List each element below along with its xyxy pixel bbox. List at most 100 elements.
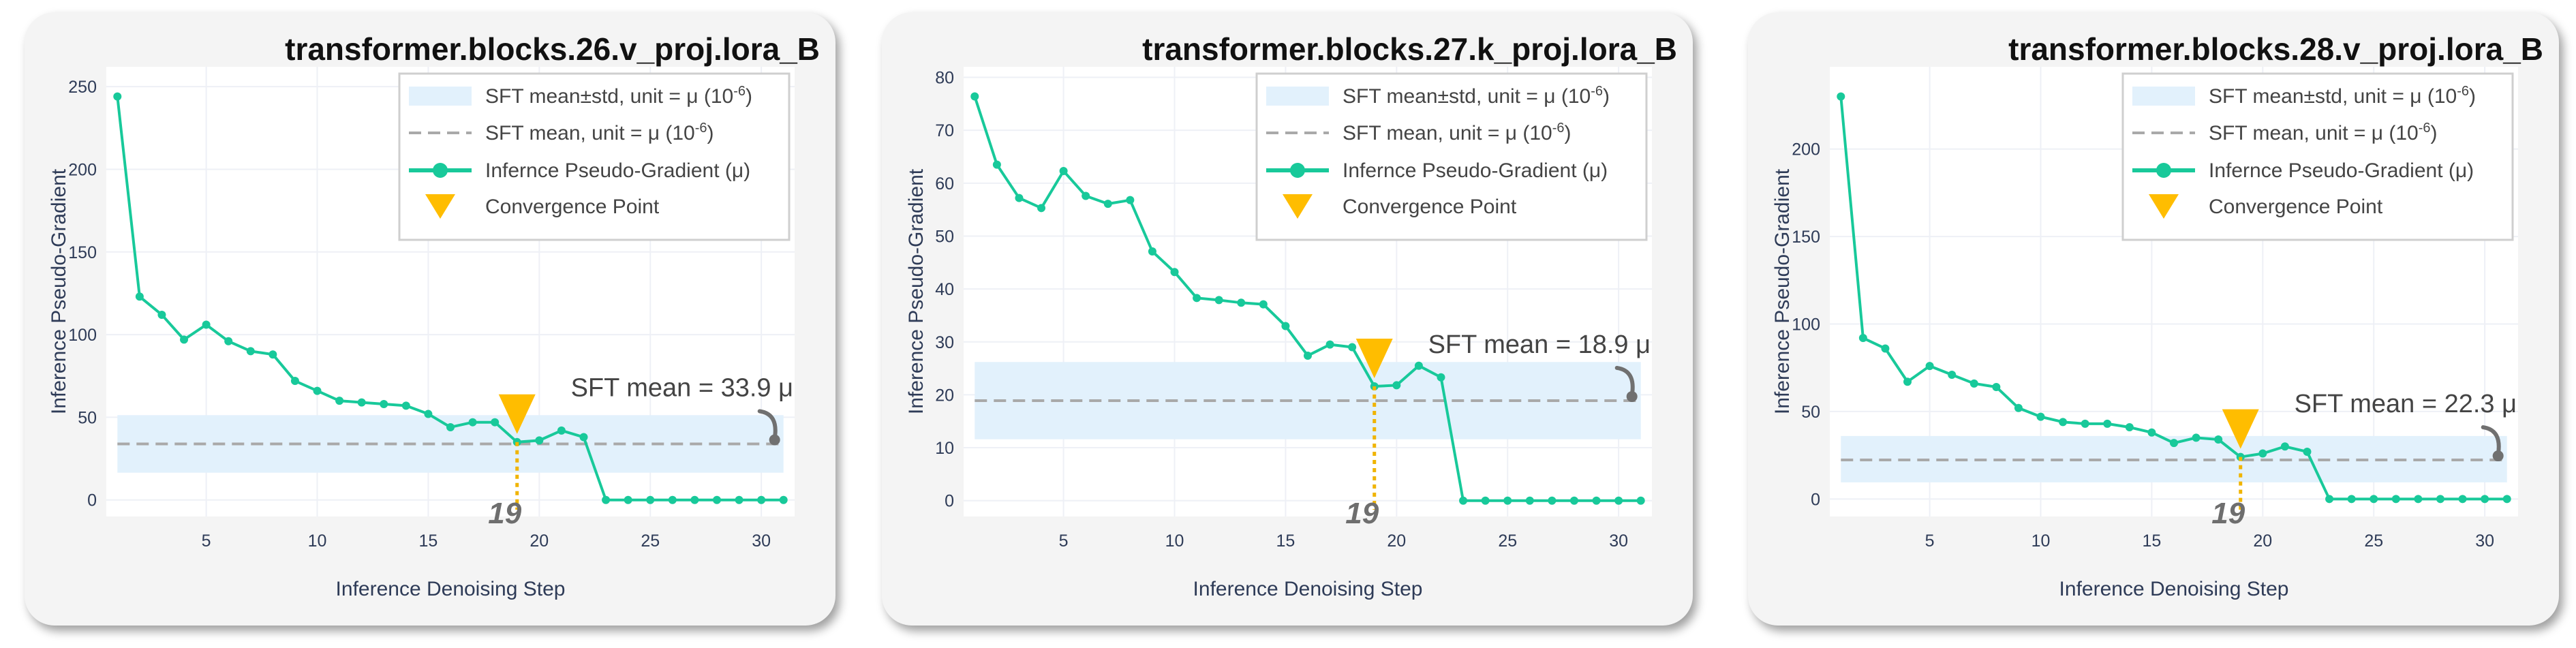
data-point — [757, 495, 766, 504]
y-tick-label: 200 — [1792, 140, 1820, 159]
data-point — [1103, 200, 1112, 209]
x-tick-label: 25 — [1498, 531, 1517, 551]
data-point — [1170, 268, 1179, 277]
legend-unit-close: ) — [746, 85, 752, 108]
data-point — [2325, 495, 2334, 504]
data-point — [2258, 449, 2267, 458]
legend-convergence-label: Convergence Point — [1343, 196, 1517, 218]
data-point — [2147, 428, 2156, 437]
data-point — [1437, 373, 1445, 382]
convergence-step-label: 19 — [2211, 497, 2245, 530]
sft-mean-annotation: SFT mean = 22.3 μ — [2295, 390, 2517, 418]
chart-3: transformer.blocks.28.v_proj.lora_B 19 SF… — [1771, 31, 2543, 600]
legend-convergence-label: Convergence Point — [485, 196, 660, 218]
x-tick-label: 25 — [641, 531, 660, 551]
data-point — [579, 433, 588, 442]
data-point — [1925, 362, 1934, 371]
legend: SFT mean±std, unit = μ (10-6) SFT mean, u… — [1255, 72, 1648, 241]
convergence-marker — [498, 394, 536, 434]
legend-unit-exponent: -6 — [2419, 121, 2431, 136]
legend-convergence-swatch — [2149, 194, 2179, 219]
legend-unit-exponent: -6 — [733, 84, 746, 99]
data-point — [357, 398, 366, 407]
data-point — [2214, 435, 2223, 444]
data-point — [735, 495, 743, 504]
legend-unit-close: ) — [707, 122, 714, 144]
legend-band-label: SFT mean±std, unit = μ (10-6) — [1343, 84, 1610, 108]
y-tick-label: 250 — [68, 78, 97, 97]
y-tick-label: 50 — [935, 227, 954, 246]
data-point — [2103, 419, 2112, 428]
legend-unit-close: ) — [1603, 85, 1610, 108]
data-point — [1082, 191, 1090, 200]
legend-mean-label: SFT mean, unit = μ (10-6) — [2209, 121, 2438, 144]
x-tick-label: 15 — [1276, 531, 1295, 551]
convergence-marker — [1355, 338, 1393, 378]
x-tick-label: 30 — [2475, 531, 2494, 551]
legend-line-label: Infernce Pseudo-Gradient (μ) — [2209, 159, 2474, 182]
data-point — [690, 495, 699, 504]
data-point — [401, 401, 410, 410]
y-tick-label: 0 — [945, 492, 954, 511]
data-point — [1992, 382, 2001, 391]
data-point — [1015, 194, 1024, 202]
data-point — [135, 292, 144, 301]
data-point — [1281, 322, 1290, 330]
x-tick-label: 10 — [1165, 531, 1184, 551]
legend-unit-exponent: -6 — [2457, 84, 2469, 99]
y-tick-label: 50 — [1801, 403, 1820, 422]
data-point — [2036, 412, 2045, 421]
legend-line-label: Infernce Pseudo-Gradient (μ) — [1343, 159, 1608, 182]
data-point — [1503, 496, 1512, 505]
legend: SFT mean±std, unit = μ (10-6) SFT mean, u… — [398, 72, 791, 241]
data-point — [1304, 351, 1312, 360]
annotation-arrow-head — [769, 434, 780, 446]
legend-line-marker — [1290, 163, 1305, 178]
y-axis-label: Inference Pseudo-Gradient — [905, 168, 927, 414]
x-axis-label: Inference Denoising Step — [336, 578, 566, 600]
legend-mean-label: SFT mean, unit = μ (10-6) — [485, 121, 714, 144]
y-tick-label: 150 — [68, 243, 97, 262]
y-tick-label: 80 — [935, 69, 954, 88]
legend-unit-exponent: -6 — [1591, 84, 1603, 99]
y-tick-label: 30 — [935, 333, 954, 352]
x-tick-label: 5 — [202, 531, 211, 551]
data-point — [424, 410, 433, 418]
data-point — [1614, 496, 1623, 505]
data-point — [2347, 495, 2356, 504]
data-point — [380, 400, 388, 408]
data-point — [2192, 433, 2201, 442]
data-point — [2391, 495, 2400, 504]
data-point — [1569, 496, 1578, 505]
legend-unit-exponent: -6 — [1552, 121, 1565, 136]
data-point — [269, 350, 277, 359]
legend-unit-exponent: -6 — [695, 121, 707, 136]
x-tick-label: 10 — [2031, 531, 2051, 551]
data-point — [157, 310, 166, 319]
legend: SFT mean±std, unit = μ (10-6) SFT mean, u… — [2121, 72, 2514, 241]
annotation-arrow-head — [1626, 390, 1638, 402]
data-point — [180, 335, 189, 344]
data-point — [2280, 442, 2289, 451]
legend-unit-close: ) — [2469, 85, 2476, 108]
data-point — [1059, 166, 1068, 175]
data-point — [1481, 496, 1490, 505]
convergence-marker — [2222, 409, 2259, 449]
convergence-step-label: 19 — [488, 497, 521, 530]
y-axis-label: Inference Pseudo-Gradient — [1771, 168, 1794, 414]
data-point — [2502, 495, 2511, 504]
data-point — [1148, 247, 1156, 256]
data-point — [1858, 334, 1867, 343]
data-point — [1325, 340, 1334, 349]
data-point — [202, 320, 211, 329]
data-point — [1126, 196, 1135, 204]
x-tick-label: 5 — [1059, 531, 1069, 551]
chart-2: transformer.blocks.27.k_proj.lora_B 19 SF… — [905, 31, 1677, 600]
data-point — [1881, 344, 1890, 353]
y-tick-label: 100 — [1792, 315, 1820, 335]
data-point — [1259, 300, 1268, 309]
data-point — [246, 347, 255, 356]
legend-band-swatch — [409, 87, 472, 106]
legend-line-marker — [433, 163, 448, 178]
x-tick-label: 30 — [1609, 531, 1628, 551]
